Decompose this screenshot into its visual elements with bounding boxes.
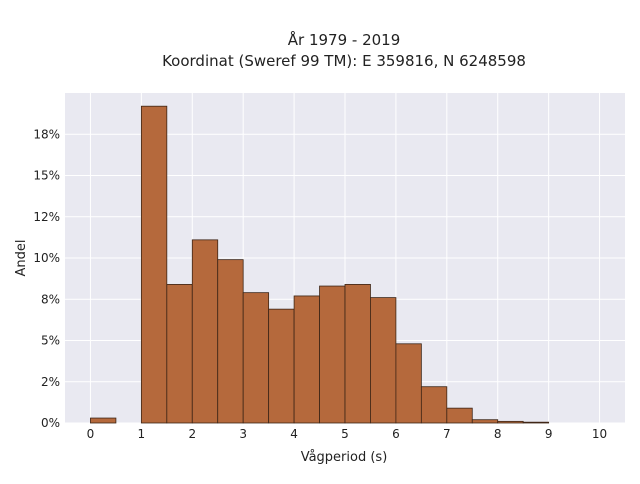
- histogram-bar: [497, 420, 524, 424]
- x-tick-label: 2: [188, 427, 196, 441]
- histogram-bar: [217, 259, 244, 424]
- histogram-bar: [319, 285, 346, 424]
- bars: [90, 105, 550, 424]
- histogram-bar: [370, 297, 397, 424]
- chart-title: År 1979 - 2019: [288, 30, 401, 49]
- chart-subtitle: Koordinat (Sweref 99 TM): E 359816, N 62…: [162, 52, 526, 70]
- y-tick-label: 15%: [33, 169, 60, 183]
- x-tick-labels: 0 1 2 3 4 5 6 7 8 9 10: [87, 427, 608, 441]
- y-tick-label: 8%: [41, 292, 60, 306]
- x-tick-label: 10: [592, 427, 607, 441]
- y-axis-label: Andel: [14, 240, 29, 277]
- y-tick-label: 0%: [41, 416, 60, 430]
- y-tick-label: 10%: [33, 251, 60, 265]
- x-tick-label: 4: [290, 427, 298, 441]
- y-tick-label: 12%: [33, 210, 60, 224]
- x-tick-label: 5: [341, 427, 349, 441]
- histogram-bar: [471, 419, 499, 424]
- histogram-bar: [166, 283, 193, 424]
- y-tick-labels: 0% 2% 5% 8% 10% 12% 15% 18%: [33, 127, 60, 430]
- y-tick-label: 2%: [41, 375, 60, 389]
- y-tick-label: 18%: [33, 127, 60, 141]
- x-axis-label: Vågperiod (s): [301, 450, 388, 465]
- histogram-bar: [268, 308, 295, 424]
- x-tick-label: 8: [494, 427, 502, 441]
- histogram-bar: [344, 283, 371, 424]
- histogram-bar: [140, 105, 168, 424]
- x-tick-label: 7: [443, 427, 451, 441]
- x-tick-label: 1: [138, 427, 146, 441]
- x-tick-label: 9: [545, 427, 553, 441]
- y-tick-label: 5%: [41, 334, 60, 348]
- x-tick-label: 0: [87, 427, 95, 441]
- x-tick-label: 3: [239, 427, 247, 441]
- histogram-bar: [446, 407, 473, 424]
- histogram-bar: [90, 417, 117, 424]
- histogram-bar: [522, 421, 550, 424]
- histogram-bar: [242, 292, 270, 424]
- histogram-bar: [293, 295, 320, 424]
- x-tick-label: 6: [392, 427, 400, 441]
- histogram-bar: [420, 386, 448, 424]
- histogram-bar: [395, 343, 422, 424]
- histogram-bar: [191, 239, 219, 424]
